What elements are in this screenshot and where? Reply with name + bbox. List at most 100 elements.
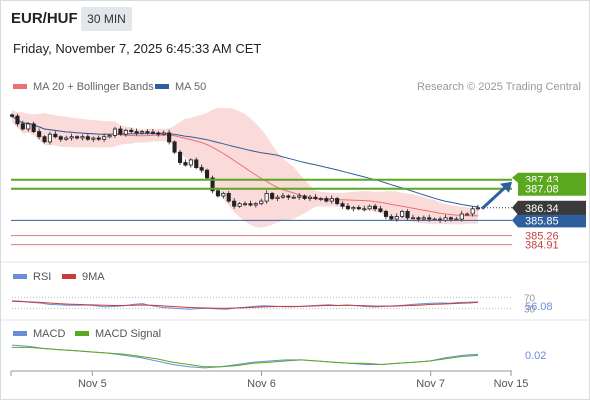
datetime-label: Friday, November 7, 2025 6:45:33 AM CET <box>13 41 262 56</box>
candle-body <box>210 177 215 192</box>
candle-body <box>139 131 145 134</box>
candle-body <box>91 137 96 140</box>
candle-body <box>291 196 296 199</box>
x-tick-label: Nov 5 <box>78 378 107 390</box>
macd-last-label: 0.02 <box>525 350 546 362</box>
candle-body <box>416 217 421 220</box>
candle-body <box>378 208 383 212</box>
candle-body <box>42 136 47 143</box>
legend-label-macd-signal: MACD Signal <box>95 328 161 340</box>
rsi-last-label: 56.08 <box>525 301 553 313</box>
x-tick-label: Nov 15 <box>494 378 529 390</box>
legend-label-rsi-ma: 9MA <box>82 271 105 283</box>
ma50-line <box>11 115 479 208</box>
candle-body <box>129 129 134 133</box>
candle-body <box>335 198 340 204</box>
candle-body <box>226 192 231 202</box>
candle-body <box>37 131 42 138</box>
legend-swatch-macd <box>13 331 27 336</box>
rsi-tick-30: 30 <box>524 305 536 316</box>
legend-label-rsi: RSI <box>33 271 51 283</box>
candle-body <box>161 132 166 135</box>
candle-body <box>123 129 128 135</box>
candle-body <box>394 216 399 220</box>
legend-swatch-rsi <box>13 274 27 279</box>
candle-body <box>253 203 258 206</box>
candle-body <box>367 205 372 210</box>
candle-body <box>410 217 416 220</box>
candle-body <box>64 137 69 140</box>
candle-body <box>362 208 367 211</box>
current-price-pointer <box>512 200 518 215</box>
candle-body <box>58 136 63 140</box>
candle-body <box>405 210 410 219</box>
candle-body <box>215 190 221 197</box>
candle-body <box>329 198 334 202</box>
candle-body <box>150 131 156 134</box>
current-price-label: 386.34 <box>525 203 559 215</box>
level-label-384.91: 384.91 <box>525 240 559 252</box>
candle-body <box>9 114 15 117</box>
timeframe-badge[interactable]: 30 MIN <box>81 7 132 31</box>
legend-swatch-ma50 <box>155 84 169 89</box>
candle-body <box>465 213 470 216</box>
legend-label-ma50: MA 50 <box>175 81 206 93</box>
forecast-arrow-head <box>500 181 512 193</box>
level-label-385.85: 385.85 <box>525 215 559 227</box>
candle-body <box>156 132 161 135</box>
current-price-tag <box>518 200 586 215</box>
candle-body <box>96 137 101 140</box>
candle-body <box>356 207 361 210</box>
candle-body <box>15 115 20 125</box>
candle-body <box>372 205 378 210</box>
candle-body <box>351 207 356 210</box>
candle-body <box>199 167 204 171</box>
level-tag-387.08 <box>518 181 586 196</box>
candle-body <box>459 213 464 220</box>
candle-body <box>31 123 36 133</box>
candle-body <box>400 210 405 217</box>
candle-body <box>427 217 432 220</box>
candle-body <box>194 159 199 168</box>
candle-body <box>204 169 210 179</box>
candle-body <box>69 136 74 139</box>
legend-label-macd: MACD <box>33 328 65 340</box>
candle-body <box>264 192 269 202</box>
candle-body <box>286 195 291 198</box>
candle-body <box>232 200 237 207</box>
level-pointer <box>512 213 518 228</box>
candle-body <box>102 136 107 140</box>
candle-body <box>470 208 475 215</box>
candle-body <box>248 203 253 206</box>
candle-body <box>47 133 52 143</box>
forecast-arrow-shaft <box>480 183 510 210</box>
legend-swatch-rsi-ma <box>62 274 76 279</box>
candle-body <box>188 159 193 166</box>
candle-body <box>275 196 280 199</box>
candle-body <box>85 136 90 140</box>
rsi-series-1 <box>11 300 479 309</box>
candle-body <box>324 198 329 202</box>
candle-body <box>80 136 85 139</box>
candle-body <box>53 133 58 138</box>
symbol-title: EUR/HUF <box>11 10 78 27</box>
candle-body <box>112 128 118 136</box>
candle-body <box>389 216 394 220</box>
x-tick-label: Nov 7 <box>416 378 445 390</box>
candle-body <box>340 203 345 207</box>
rsi-tick-70: 70 <box>524 293 536 304</box>
candle-body <box>26 123 31 130</box>
candle-body <box>167 132 172 143</box>
candle-body <box>313 196 318 199</box>
candle-body <box>145 131 150 134</box>
level-pointer <box>512 172 518 183</box>
legend-swatch-ma20 <box>13 84 27 89</box>
candle-body <box>75 136 80 139</box>
candle-body <box>270 192 275 199</box>
candle-body <box>280 195 285 198</box>
candle-body <box>107 135 112 138</box>
research-credit: Research © 2025 Trading Central <box>417 81 581 93</box>
candle-body <box>302 195 307 199</box>
candle-body <box>172 141 177 153</box>
